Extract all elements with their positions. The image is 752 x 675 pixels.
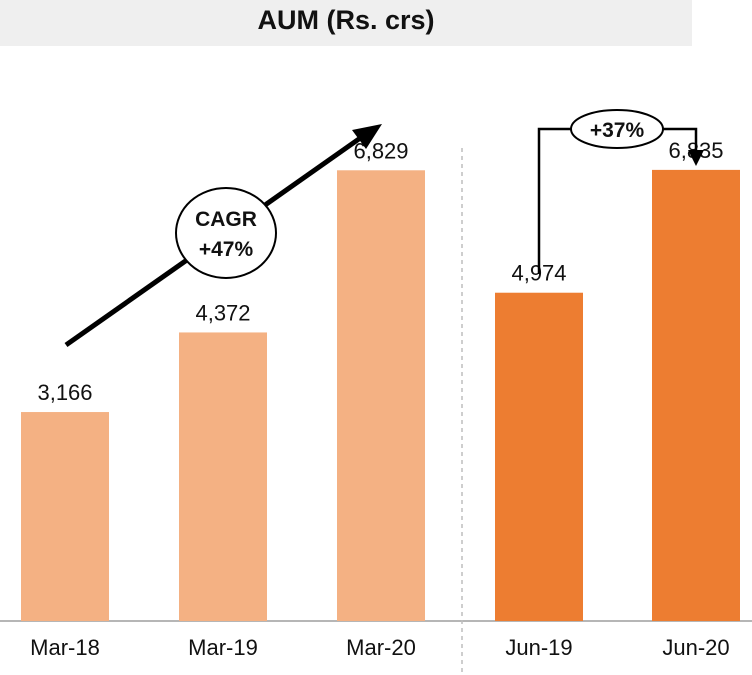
- bar-jun-20: [652, 169, 740, 621]
- chart-title: AUM (Rs. crs): [257, 5, 435, 35]
- bar-mar-20: [337, 170, 425, 621]
- growth-value: +37%: [590, 119, 645, 142]
- bar-mar-18: [21, 412, 109, 621]
- growth-badge: [570, 109, 664, 149]
- cagr-arrowhead: [352, 124, 382, 149]
- x-tick-label-mar-20: Mar-20: [346, 635, 416, 660]
- cagr-label: CAGR: [195, 208, 257, 231]
- x-tick-label-mar-19: Mar-19: [188, 635, 258, 660]
- cagr-badge: [175, 187, 277, 279]
- bar-mar-19: [179, 332, 267, 621]
- x-tick-label-jun-19: Jun-19: [505, 635, 572, 660]
- cagr-value: +47%: [199, 238, 254, 261]
- bar-jun-19: [495, 292, 583, 621]
- x-tick-label-mar-18: Mar-18: [30, 635, 100, 660]
- value-label-mar-19: 4,372: [195, 300, 250, 325]
- title-bar: AUM (Rs. crs): [0, 0, 692, 46]
- x-tick-label-jun-20: Jun-20: [662, 635, 729, 660]
- value-label-mar-18: 3,166: [37, 380, 92, 405]
- growth-arrowhead: [688, 150, 704, 166]
